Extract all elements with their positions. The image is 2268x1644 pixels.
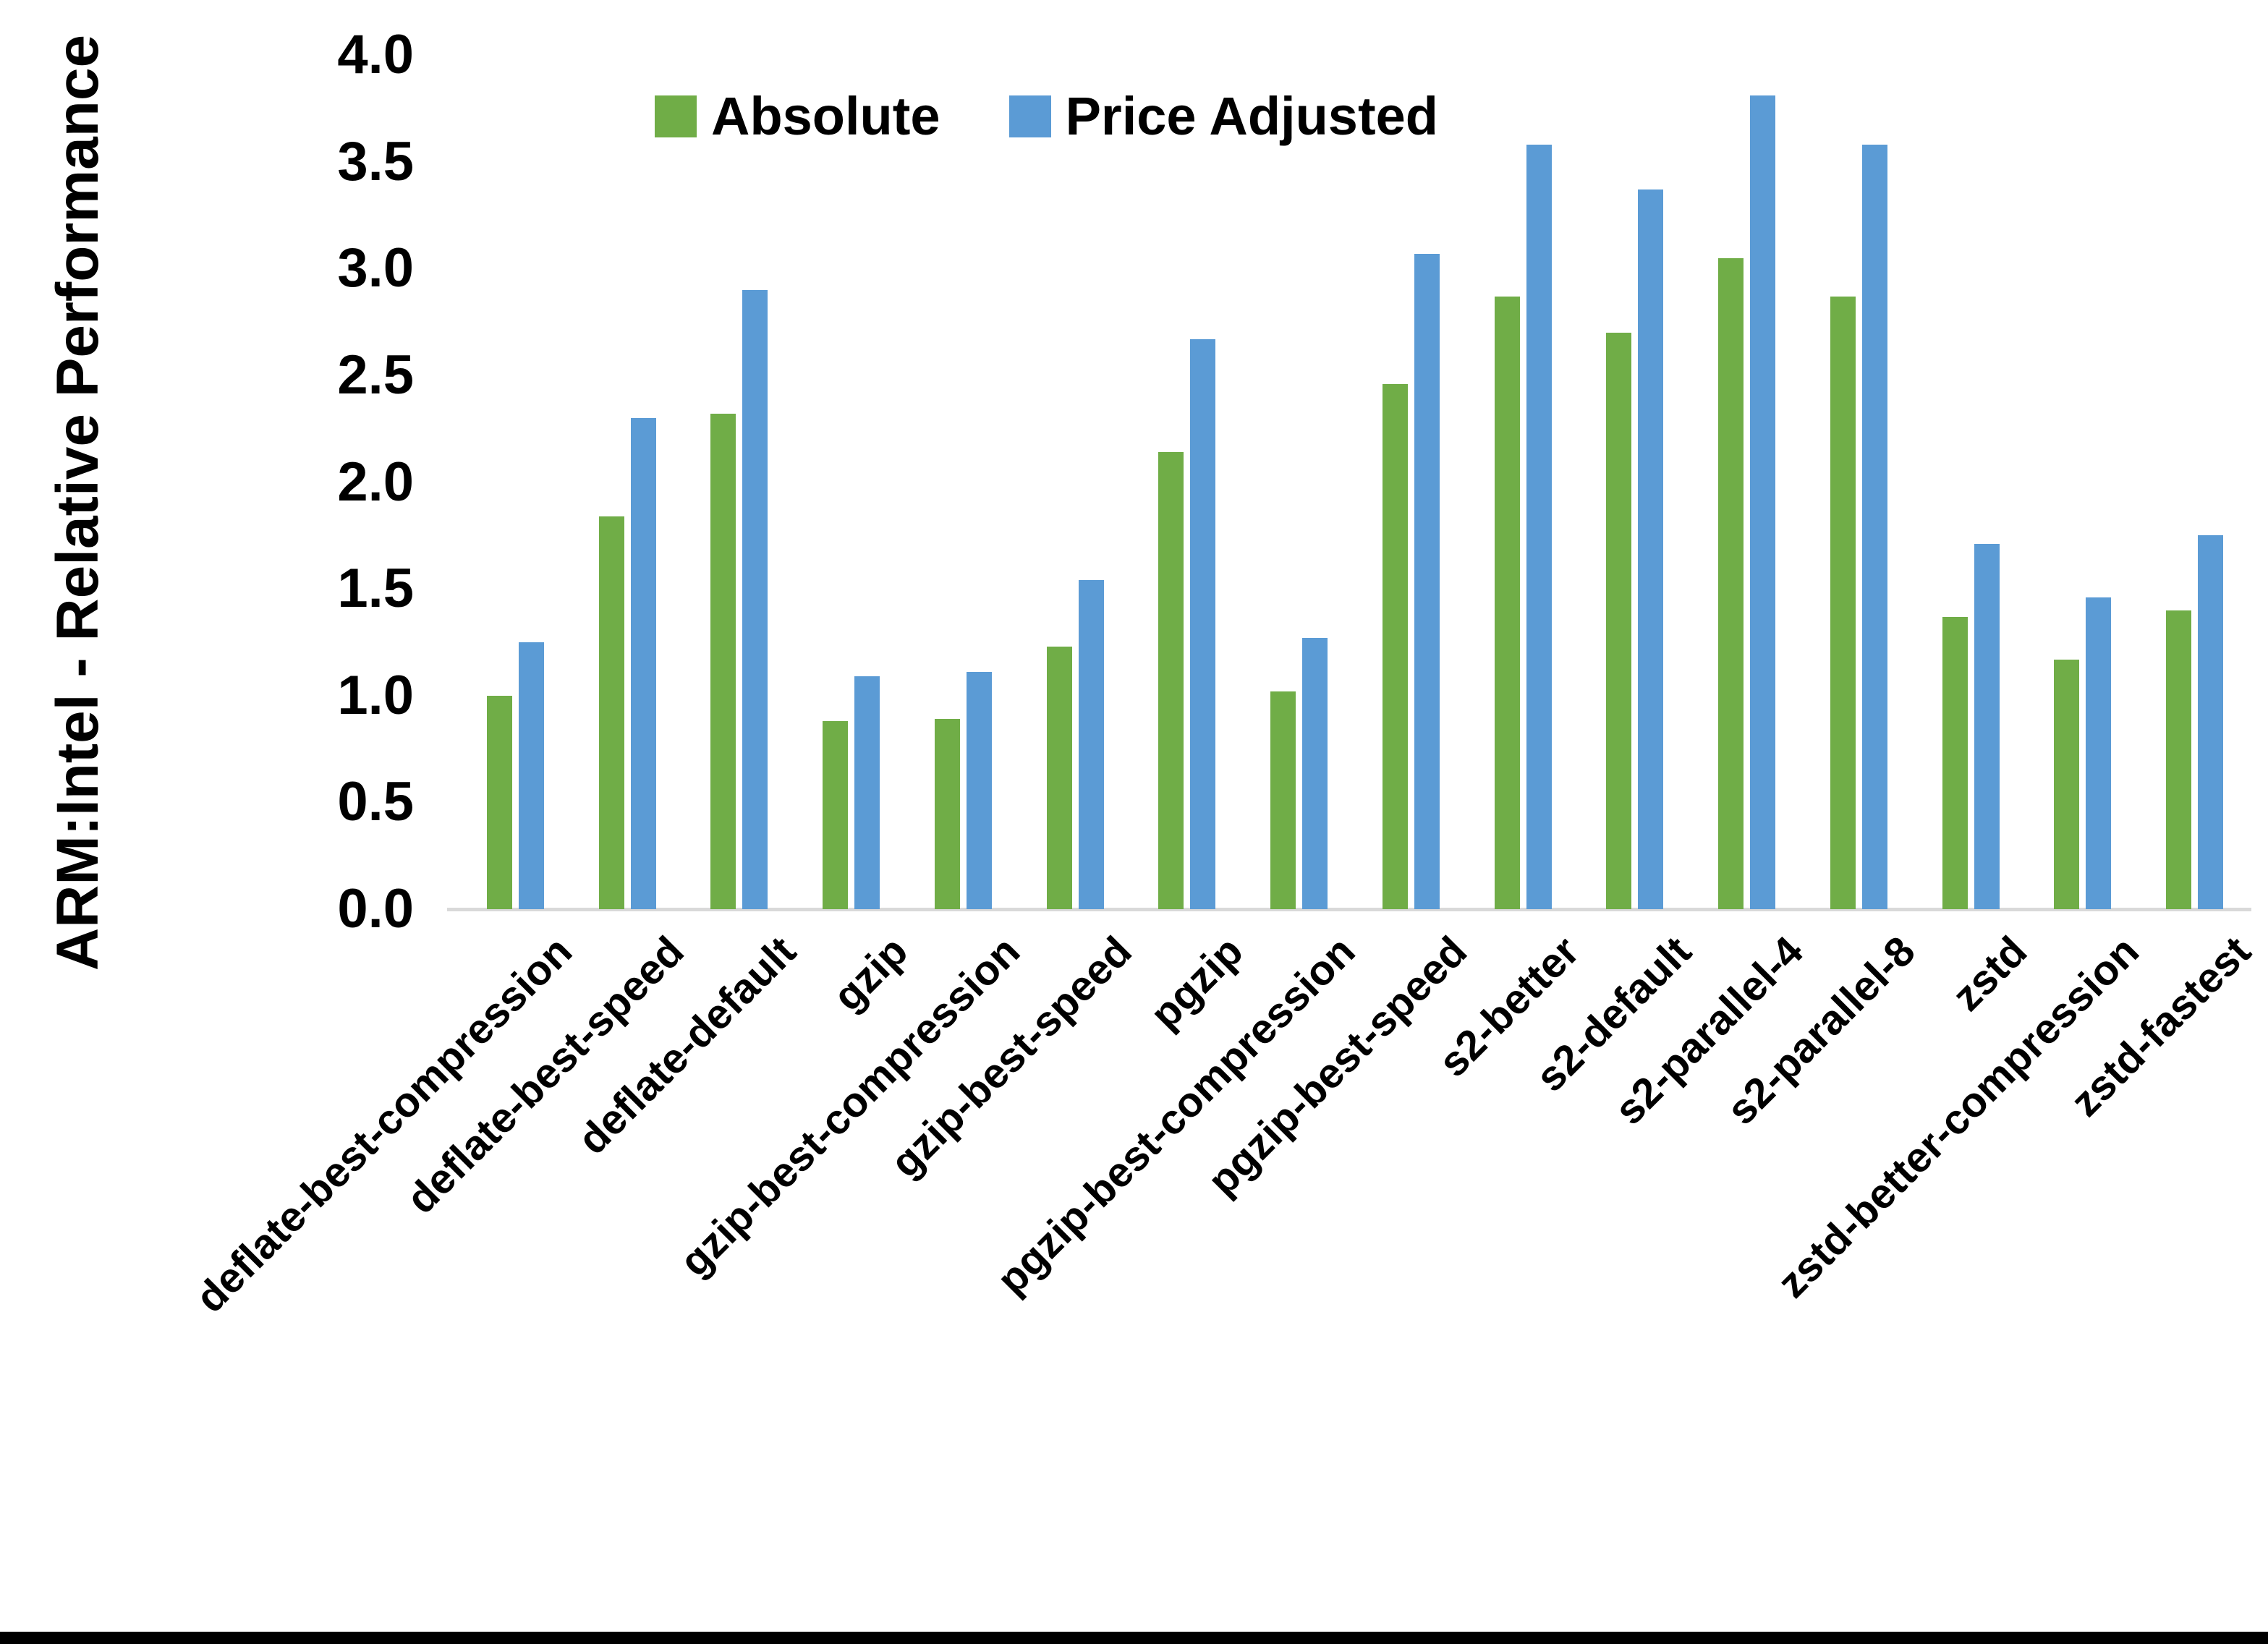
bar-absolute: [1830, 296, 1856, 909]
bar-absolute: [1606, 332, 1632, 909]
legend: Absolute Price Adjusted: [655, 85, 1438, 147]
y-tick-label: 3.5: [337, 130, 414, 192]
y-tick-label: 4.0: [337, 24, 414, 85]
bar-group: [684, 55, 796, 909]
y-tick-label: 1.5: [337, 558, 414, 620]
bar-price-adjusted: [1974, 544, 2000, 909]
bar-absolute: [1718, 257, 1744, 909]
bar-absolute: [1270, 691, 1296, 909]
bar-absolute: [598, 516, 624, 909]
y-axis-tick-labels: 0.0 0.5 1.0 1.5 2.0 2.5 3.0 3.5 4.0: [0, 0, 414, 1644]
bar-price-adjusted: [1078, 580, 1104, 909]
x-axis-line: [447, 908, 2251, 911]
x-axis-label: deflate-best-speed: [397, 927, 693, 1223]
y-tick-label: 3.0: [337, 237, 414, 299]
bar-price-adjusted: [518, 642, 544, 909]
bar-group: [795, 55, 907, 909]
bar-price-adjusted: [854, 676, 880, 909]
x-axis-label: gzip-best-compression: [670, 927, 1029, 1286]
x-axis-label: s2-better: [1430, 927, 1589, 1086]
legend-item-absolute: Absolute: [655, 85, 940, 147]
x-axis-label: pgzip: [1142, 927, 1253, 1039]
bar-group: [2027, 55, 2139, 909]
bar-group: [1579, 55, 1691, 909]
x-axis-label: s2-parallel-8: [1717, 927, 1924, 1134]
bar-price-adjusted: [630, 417, 656, 909]
bar-group: [1803, 55, 1915, 909]
bar-group: [1019, 55, 1131, 909]
bar-price-adjusted: [742, 289, 768, 909]
bar-group: [1355, 55, 1467, 909]
bar-absolute: [2054, 659, 2080, 909]
bar-price-adjusted: [1526, 145, 1552, 909]
legend-label: Absolute: [711, 86, 940, 146]
bar-price-adjusted: [1750, 95, 1776, 909]
y-tick-label: 2.5: [337, 344, 414, 406]
bar-group: [459, 55, 572, 909]
y-tick-label: 1.0: [337, 664, 414, 726]
x-axis-label: zstd: [1943, 927, 2036, 1021]
bar-group: [1467, 55, 1579, 909]
bar-price-adjusted: [2198, 535, 2224, 909]
bar-group: [572, 55, 684, 909]
bar-price-adjusted: [1190, 338, 1216, 909]
bar-group: [1243, 55, 1355, 909]
bar-group: [2139, 55, 2251, 909]
x-axis-label: pgzip-best-speed: [1199, 927, 1477, 1205]
bar-absolute: [710, 414, 736, 909]
bar-absolute: [486, 695, 512, 909]
x-axis-label: zstd-better-compression: [1768, 927, 2149, 1307]
y-tick-label: 0.5: [337, 771, 414, 833]
bar-absolute: [1382, 383, 1408, 909]
bar-absolute: [823, 721, 849, 909]
bar-group: [1691, 55, 1803, 909]
bar-absolute: [1046, 646, 1072, 909]
y-tick-label: 2.0: [337, 451, 414, 513]
bar-price-adjusted: [966, 672, 992, 909]
x-axis-label: pgzip-best-compression: [988, 927, 1364, 1304]
x-axis-label: s2-parallel-4: [1605, 927, 1812, 1134]
bar-group: [1915, 55, 2027, 909]
bar-price-adjusted: [1861, 145, 1887, 909]
plot-area: [459, 55, 2251, 909]
x-axis-label: gzip-best-speed: [881, 927, 1141, 1187]
bar-price-adjusted: [1638, 189, 1664, 909]
legend-swatch-price-adjusted: [1008, 95, 1051, 137]
bar-price-adjusted: [1302, 638, 1328, 909]
legend-item-price-adjusted: Price Adjusted: [1008, 85, 1438, 147]
x-axis-label: zstd-fastest: [2062, 927, 2260, 1126]
y-tick-label: 0.0: [337, 878, 414, 940]
bar-group: [907, 55, 1019, 909]
bar-absolute: [2166, 610, 2192, 909]
bar-groups: [459, 55, 2251, 909]
bar-price-adjusted: [2086, 597, 2112, 909]
bar-price-adjusted: [1414, 253, 1440, 909]
x-axis-label: gzip: [823, 927, 917, 1021]
bar-absolute: [1942, 616, 1968, 909]
x-axis-label: deflate-default: [568, 927, 805, 1164]
bar-group: [1131, 55, 1244, 909]
bar-absolute: [1158, 452, 1184, 909]
bar-absolute: [934, 719, 960, 909]
bar-absolute: [1494, 296, 1520, 909]
legend-swatch-absolute: [655, 95, 697, 137]
bottom-border-bar: [0, 1632, 2268, 1644]
legend-label: Price Adjusted: [1065, 86, 1438, 146]
x-axis-label: s2-default: [1526, 927, 1701, 1101]
